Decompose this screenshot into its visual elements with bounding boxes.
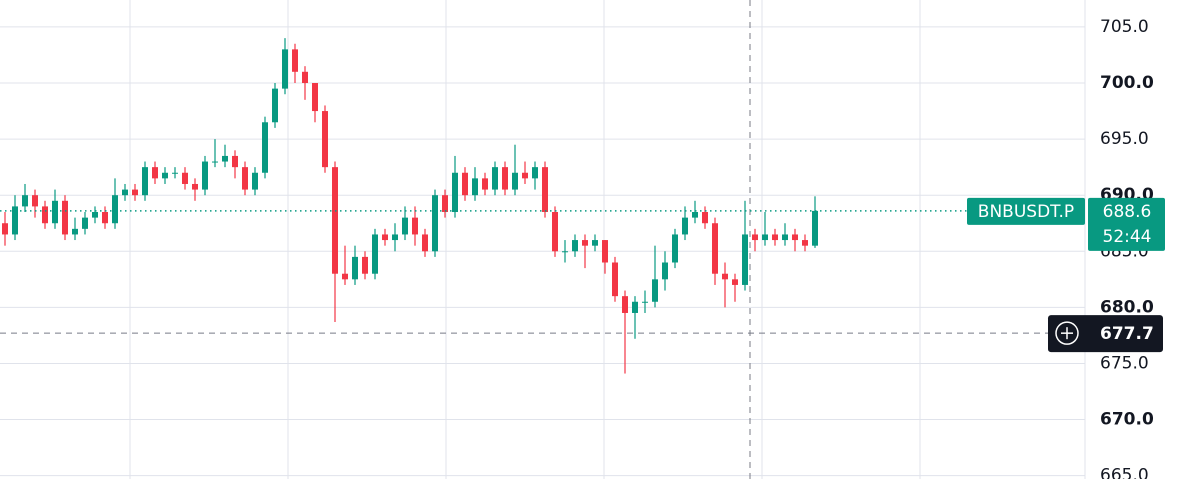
candle-body — [272, 88, 278, 123]
candle-body — [2, 223, 8, 235]
crosshair-tag-bg — [1048, 315, 1163, 353]
candle-body — [302, 71, 308, 84]
countdown: 52:44 — [1103, 227, 1152, 247]
candle-body — [812, 210, 818, 246]
y-tick-label: 680.0 — [1100, 297, 1154, 317]
candle-body — [252, 172, 258, 190]
candle-body — [722, 273, 728, 280]
candle-body — [702, 212, 708, 224]
candle-body — [42, 206, 48, 224]
y-tick-label: 695.0 — [1100, 129, 1149, 149]
candle-body — [312, 83, 318, 112]
candle-body — [62, 200, 68, 235]
candle-body — [202, 161, 208, 190]
candle-body — [32, 195, 38, 207]
candle-body — [182, 172, 188, 184]
candle-body — [72, 228, 78, 235]
candle-body — [122, 189, 128, 196]
grid — [0, 0, 1085, 479]
candle-body — [622, 296, 628, 313]
candle-body — [762, 234, 768, 241]
symbol-tag: BNBUSDT.P — [978, 202, 1074, 222]
candle-body — [222, 155, 228, 162]
candle-body — [802, 240, 808, 246]
price-tag-bg — [1088, 197, 1165, 251]
candle-body — [362, 256, 368, 274]
candle-body — [552, 212, 558, 252]
candle-body — [172, 172, 178, 174]
candle-body — [282, 49, 288, 89]
y-tick-label: 665.0 — [1100, 466, 1149, 479]
candle-body — [382, 234, 388, 241]
candle-body — [22, 195, 28, 207]
candle-body — [692, 212, 698, 218]
candle-body — [682, 217, 688, 235]
candle-body — [522, 172, 528, 179]
candle-body — [102, 212, 108, 224]
candle-body — [572, 240, 578, 252]
candle-body — [412, 217, 418, 235]
candle-body — [142, 167, 148, 196]
candle-body — [242, 167, 248, 190]
candle-body — [612, 262, 618, 297]
candle-body — [472, 178, 478, 196]
candle-body — [112, 195, 118, 224]
candle-body — [752, 234, 758, 241]
candle-body — [452, 172, 458, 213]
candle-body — [232, 155, 238, 168]
candle-body — [462, 172, 468, 196]
candle-body — [582, 240, 588, 246]
price-tag: 688.6 — [1103, 202, 1152, 222]
candle-body — [772, 234, 778, 241]
symbol-tag-bg — [967, 197, 1085, 225]
candle-body — [672, 234, 678, 263]
candle-body — [432, 195, 438, 252]
candle-body — [642, 301, 648, 303]
candle-body — [782, 234, 788, 241]
candle-body — [332, 167, 338, 274]
candle-body — [422, 234, 428, 252]
candle-body — [92, 212, 98, 218]
candle-body — [532, 167, 538, 179]
candle-body — [712, 223, 718, 274]
candle-body — [502, 167, 508, 190]
candle-body — [592, 240, 598, 246]
candle-body — [12, 206, 18, 235]
candle-body — [352, 256, 358, 280]
candle-body — [482, 178, 488, 190]
candle-body — [442, 195, 448, 213]
candle-body — [562, 251, 568, 253]
add-alert-icon — [1055, 321, 1079, 345]
candle-body — [542, 167, 548, 213]
candle-body — [632, 301, 638, 313]
candle-body — [262, 122, 268, 173]
candle-body — [292, 49, 298, 72]
candle-body — [602, 240, 608, 263]
candle-body — [402, 217, 408, 235]
crosshair-price: 677.7 — [1100, 324, 1154, 344]
candle-body — [82, 217, 88, 229]
y-tick-label: 675.0 — [1100, 353, 1149, 373]
candle-body — [512, 172, 518, 190]
candle-body — [52, 200, 58, 224]
candle-body — [742, 234, 748, 285]
candle-body — [372, 234, 378, 274]
y-tick-label: 705.0 — [1100, 17, 1149, 37]
candle-body — [162, 172, 168, 179]
y-tick-label: 670.0 — [1100, 410, 1154, 430]
candle-body — [662, 262, 668, 280]
candle-body — [212, 161, 218, 163]
candle-body — [492, 167, 498, 190]
candle-body — [152, 167, 158, 179]
candle-body — [792, 234, 798, 241]
candle-body — [732, 279, 738, 285]
candle-body — [192, 183, 198, 190]
candle-body — [652, 279, 658, 302]
candle-body — [392, 234, 398, 241]
candle-body — [322, 111, 328, 168]
candle-body — [132, 189, 138, 196]
candle-body — [342, 273, 348, 280]
y-tick-label: 700.0 — [1100, 73, 1154, 93]
